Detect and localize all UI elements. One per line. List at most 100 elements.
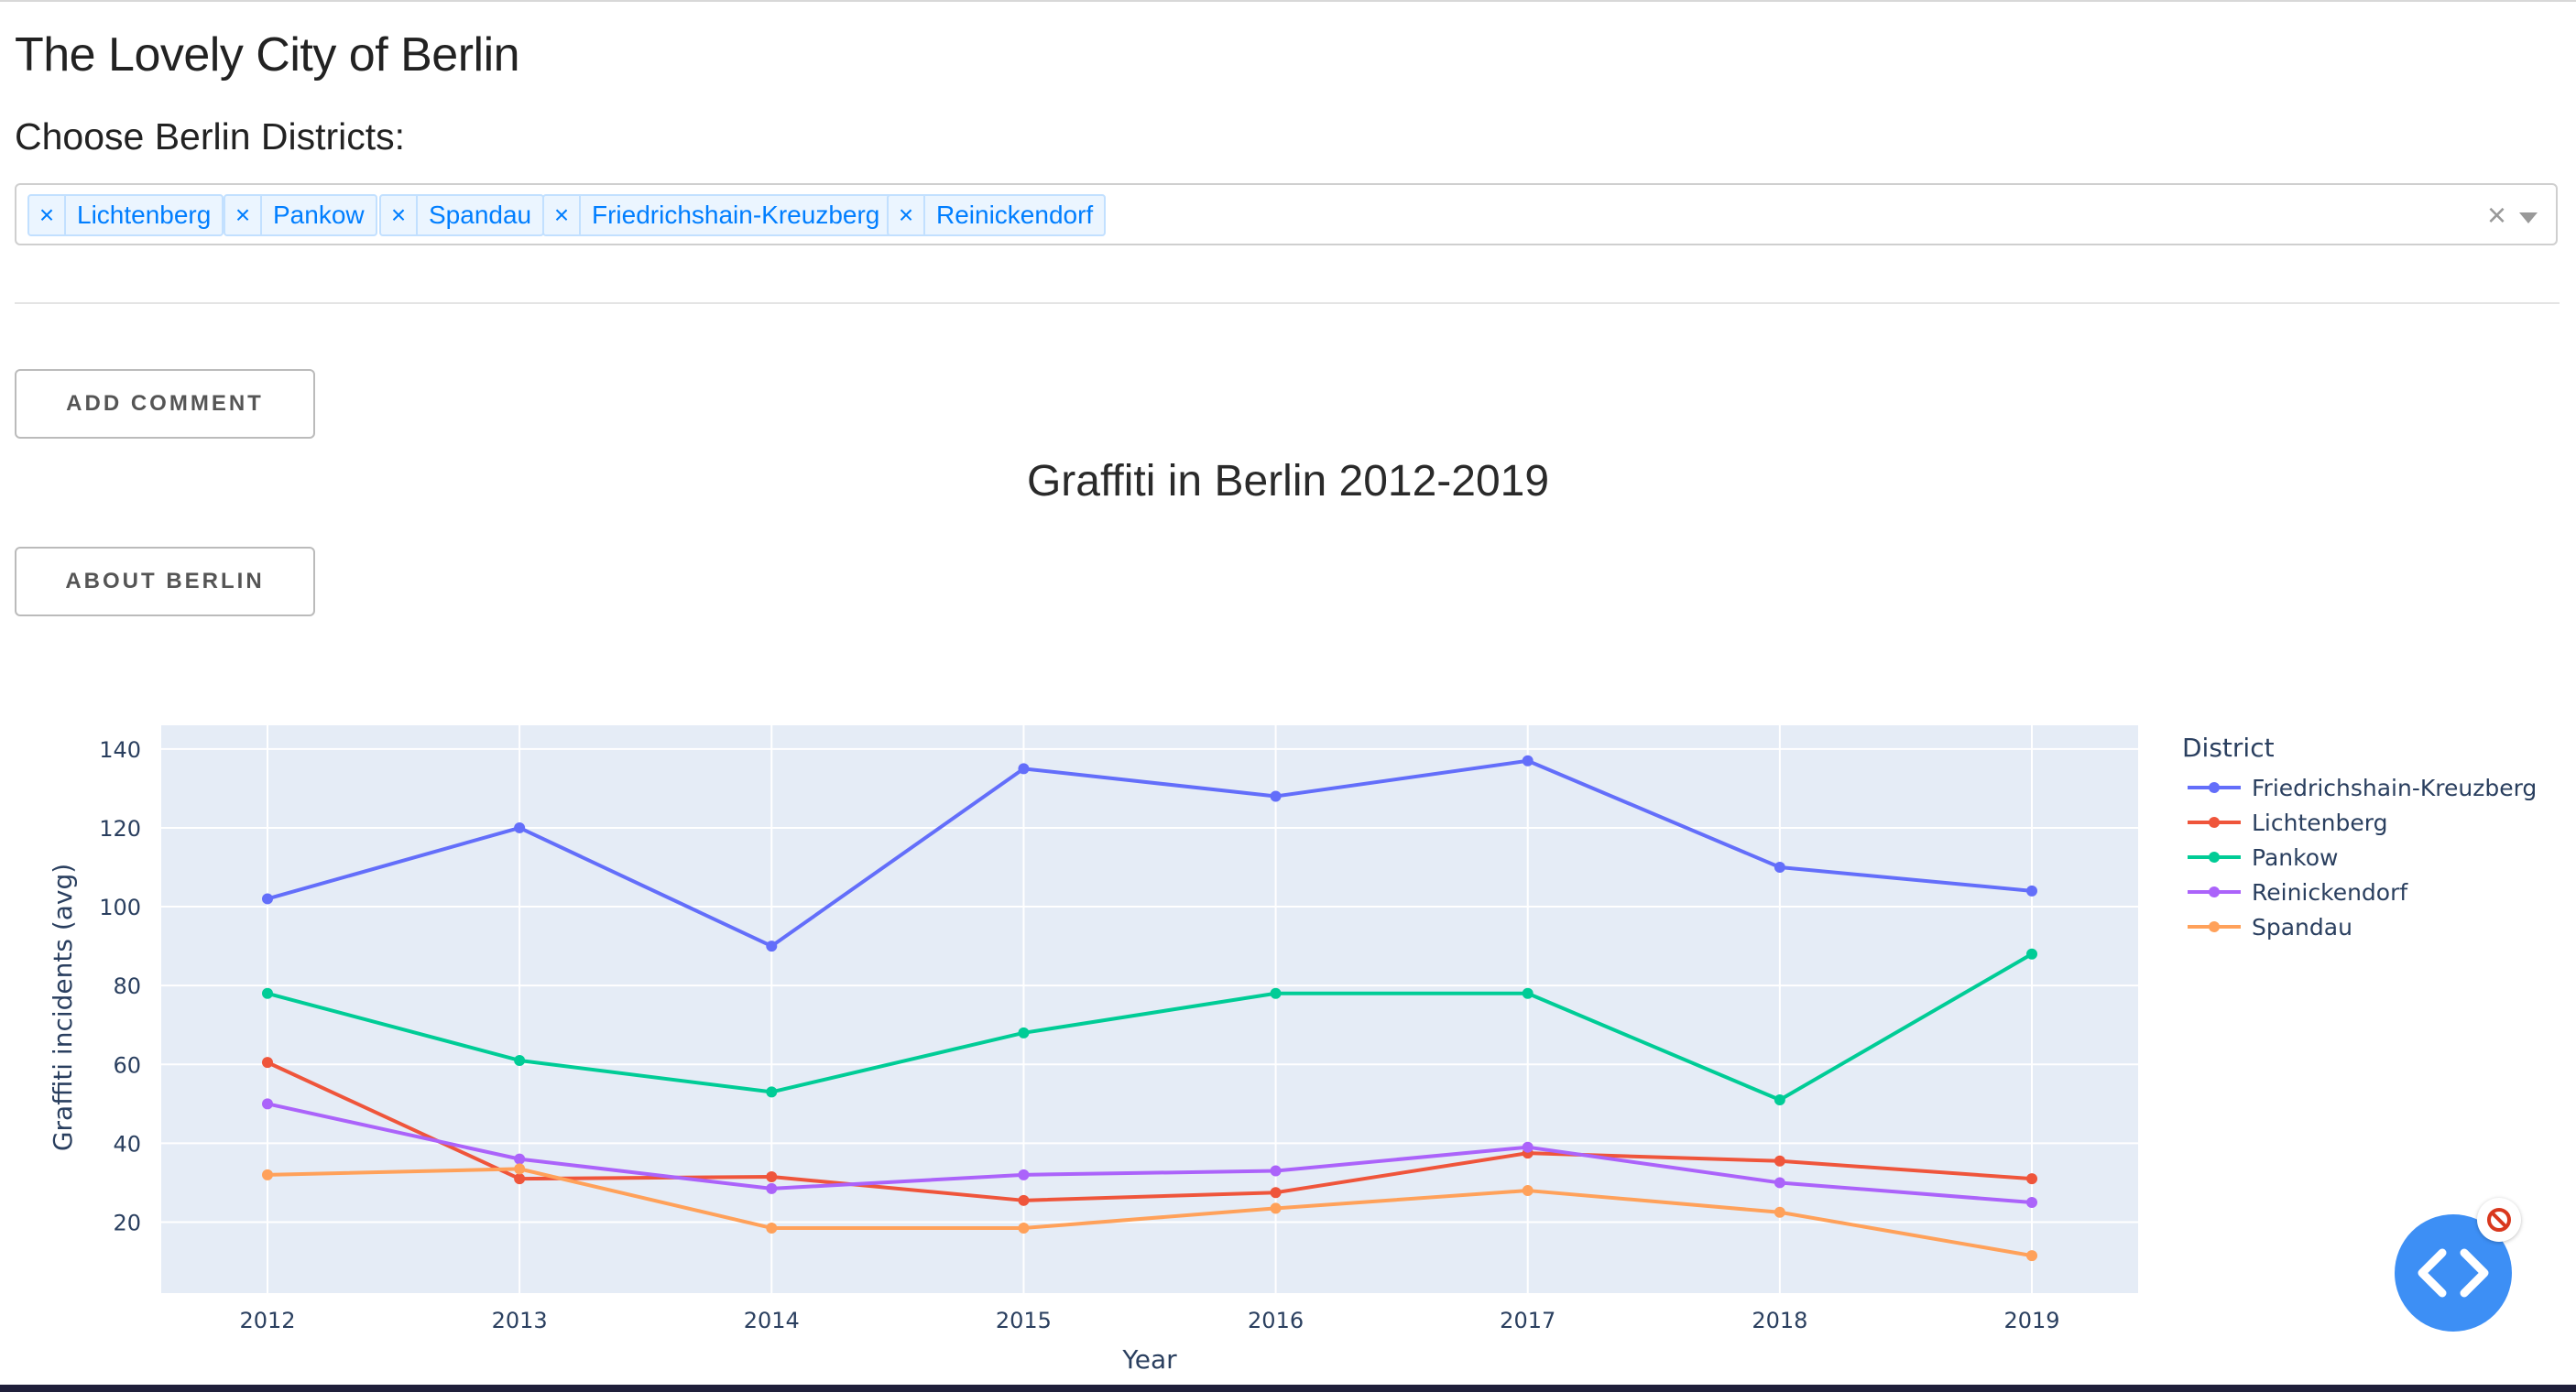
add-comment-button[interactable]: ADD COMMENT	[15, 369, 315, 439]
data-point	[262, 1057, 273, 1069]
y-tick-label: 20	[113, 1211, 141, 1236]
x-tick-label: 2013	[492, 1308, 548, 1333]
graffiti-line-chart: Graffiti in Berlin 2012-2019 20 40 60 80 100…	[48, 457, 2537, 1375]
legend-swatch-marker	[2209, 817, 2220, 828]
data-point	[2026, 1173, 2037, 1185]
series-pankow	[262, 948, 2037, 1106]
x-tick-label: 2019	[2003, 1308, 2059, 1333]
legend-item-label: Reinickendorf	[2252, 879, 2408, 906]
data-point	[2026, 1196, 2037, 1208]
data-point	[1774, 1206, 1785, 1218]
y-tick-label: 140	[99, 737, 141, 763]
district-multiselect[interactable]: × Lichtenberg × Pankow × Spandau × Fried…	[15, 183, 2558, 245]
y-tick-label: 120	[99, 816, 141, 842]
top-border	[0, 0, 2576, 2]
series-friedrichshain-kreuzberg	[262, 755, 2037, 952]
clear-all-icon[interactable]: ×	[2486, 196, 2506, 234]
data-point	[766, 941, 778, 952]
district-tag-label: Pankow	[273, 201, 365, 229]
data-point	[1522, 1185, 1534, 1197]
y-tick-label: 100	[99, 895, 141, 920]
page-title: The Lovely City of Berlin	[15, 28, 520, 82]
data-point	[766, 1170, 778, 1182]
legend-swatch-marker	[2209, 782, 2220, 793]
district-tag[interactable]: × Lichtenberg	[27, 194, 224, 236]
chevron-down-icon[interactable]	[2519, 212, 2538, 223]
data-point	[766, 1222, 778, 1234]
data-point	[262, 1098, 273, 1110]
data-point	[262, 1169, 273, 1180]
district-tag[interactable]: × Pankow	[224, 194, 377, 236]
x-axis-title: Year	[1121, 1344, 1177, 1375]
district-tag-label: Reinickendorf	[936, 201, 1094, 229]
series-line	[267, 758, 2033, 949]
data-point	[514, 1173, 526, 1185]
data-point	[1774, 1155, 1785, 1167]
data-point	[1774, 862, 1785, 873]
legend-item-label: Spandau	[2252, 914, 2352, 941]
data-point	[1018, 1169, 1030, 1180]
divider	[15, 302, 2560, 304]
x-tick-label: 2012	[239, 1308, 295, 1333]
districts-label: Choose Berlin Districts:	[15, 115, 406, 158]
data-point	[2026, 1250, 2037, 1262]
data-point	[1522, 1141, 1534, 1153]
series-line	[267, 1102, 2033, 1204]
series-spandau	[262, 1163, 2037, 1262]
data-point	[514, 1153, 526, 1165]
district-tag[interactable]: × Reinickendorf	[887, 194, 1107, 236]
x-tick-label: 2016	[1248, 1308, 1304, 1333]
data-point	[262, 987, 273, 999]
data-point	[1522, 987, 1534, 999]
x-tick-label: 2015	[996, 1308, 1052, 1333]
legend: District Friedrichshain-Kreuzberg Lichten…	[2182, 733, 2537, 941]
data-point	[1018, 763, 1030, 775]
series-reinickendorf	[262, 1098, 2037, 1208]
district-tag[interactable]: × Spandau	[379, 194, 545, 236]
data-point	[1018, 1027, 1030, 1039]
y-tick-label: 40	[113, 1131, 141, 1157]
remove-tag-icon[interactable]: ×	[889, 196, 925, 234]
legend-swatch-marker	[2209, 886, 2220, 897]
y-axis-title: Graffiti incidents (avg)	[48, 864, 78, 1151]
data-point	[1270, 1187, 1282, 1199]
remove-tag-icon[interactable]: ×	[381, 196, 418, 234]
legend-swatch-marker	[2209, 852, 2220, 863]
data-point	[1018, 1194, 1030, 1206]
plot-area	[161, 725, 2138, 1293]
data-point	[1270, 790, 1282, 802]
legend-title: District	[2182, 733, 2275, 763]
remove-tag-icon[interactable]: ×	[29, 196, 66, 234]
data-point	[1774, 1177, 1785, 1189]
legend-item-label: Lichtenberg	[2252, 810, 2387, 836]
bottom-bar	[0, 1385, 2576, 1392]
data-point	[514, 821, 526, 833]
y-tick-label: 60	[113, 1052, 141, 1078]
remove-tag-icon[interactable]: ×	[225, 196, 262, 234]
data-point	[262, 893, 273, 905]
data-point	[766, 1182, 778, 1194]
x-tick-label: 2018	[1752, 1308, 1807, 1333]
data-point	[1522, 755, 1534, 767]
legend-item-label: Pankow	[2252, 844, 2338, 871]
series-line	[267, 952, 2034, 1103]
district-tag[interactable]: × Friedrichshain-Kreuzberg	[542, 194, 893, 236]
data-point	[766, 1086, 778, 1098]
data-point	[2026, 885, 2037, 897]
y-tick-label: 80	[113, 973, 141, 999]
legend-item-label: Friedrichshain-Kreuzberg	[2252, 775, 2537, 801]
data-point	[1270, 1165, 1282, 1177]
chart-title: Graffiti in Berlin 2012-2019	[1027, 457, 1549, 506]
no-entry-icon[interactable]	[2477, 1198, 2521, 1242]
district-tag-label: Spandau	[429, 201, 532, 229]
code-brackets-icon	[2418, 1248, 2489, 1298]
data-point	[1270, 1202, 1282, 1214]
series-line	[267, 1167, 2033, 1258]
data-point	[514, 1054, 526, 1066]
remove-tag-icon[interactable]: ×	[544, 196, 581, 234]
x-tick-label: 2014	[744, 1308, 800, 1333]
data-point	[514, 1163, 526, 1175]
data-point	[1270, 987, 1282, 999]
about-berlin-button[interactable]: ABOUT BERLIN	[15, 547, 315, 616]
data-point	[1774, 1094, 1785, 1106]
